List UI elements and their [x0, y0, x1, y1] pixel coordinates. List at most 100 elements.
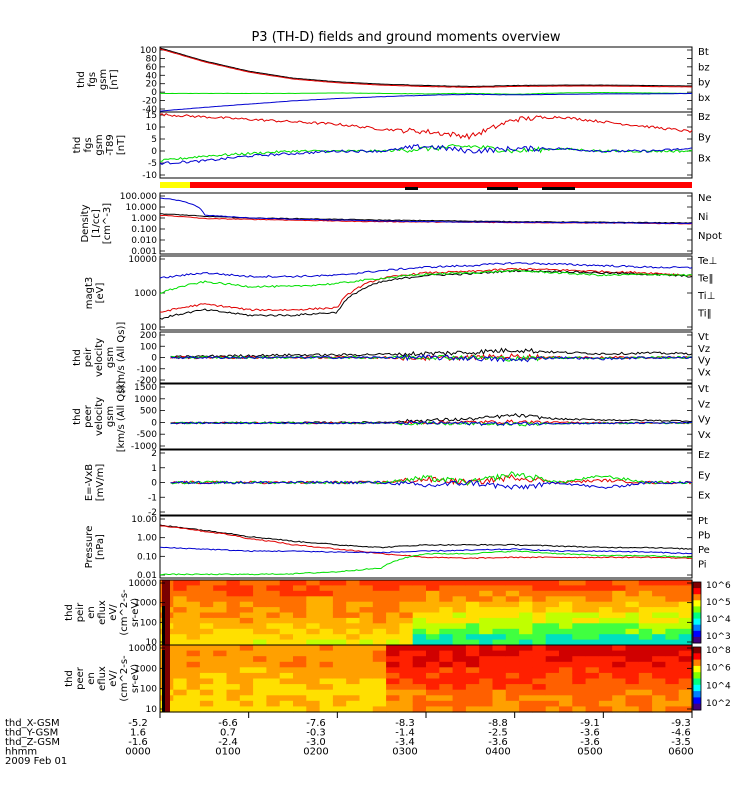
spectrogram-cell: [279, 684, 294, 691]
spectrogram-cell: [638, 585, 653, 592]
spectrogram-cell: [505, 672, 520, 680]
spectrogram-cell: [585, 580, 600, 586]
spectrogram-cell: [266, 639, 281, 646]
spectrogram-cell: [585, 617, 600, 624]
spectrogram-cell: [186, 607, 201, 614]
spectrogram-cell: [293, 661, 307, 668]
spectrogram-cell: [332, 634, 347, 641]
y-axis-label: sr-eV): [130, 598, 141, 627]
spectrogram-cell: [266, 596, 281, 603]
y-tick-label: -20: [142, 97, 157, 107]
spectrogram-cell: [266, 672, 281, 680]
x-tick-label: -3.6: [580, 737, 600, 748]
spectrogram-cell: [226, 634, 241, 641]
spectrogram-cell: [226, 601, 241, 608]
y-tick-label: 0: [151, 147, 157, 157]
spectrogram-cell: [559, 678, 573, 685]
spectrogram-cell: [266, 612, 281, 619]
spectrogram-cell: [519, 684, 533, 691]
spectrogram-cell: [359, 656, 374, 663]
spectrogram-cell: [266, 628, 281, 635]
spectrogram-cell: [505, 628, 520, 635]
spectrogram-cell: [652, 580, 666, 586]
spectrogram-cell: [452, 639, 467, 646]
spectrogram-cell: [173, 601, 188, 608]
spectrogram-cell: [465, 689, 480, 696]
spectrogram-cell: [253, 645, 267, 652]
series-line-Bx: [159, 143, 693, 165]
spectrogram-cell: [173, 639, 188, 646]
y-tick-label: 0: [151, 354, 157, 364]
spectrogram-cell: [239, 650, 254, 657]
spectrogram-cell: [479, 628, 494, 635]
spectrogram-cell: [625, 650, 640, 657]
spectrogram-cell: [293, 596, 307, 603]
spectrogram-cell: [346, 617, 361, 624]
panel-frame: [159, 383, 693, 450]
spectrogram-cell: [585, 667, 600, 674]
spectrogram-cell: [399, 706, 414, 713]
colorbar-segment: [693, 636, 701, 644]
spectrogram-cell: [505, 684, 520, 691]
colorbar-tick-label: 10^3: [706, 632, 731, 642]
spectrogram-cell: [399, 596, 414, 603]
spectrogram-cell: [226, 684, 241, 691]
spectrogram-cell: [319, 695, 334, 702]
spectrogram-cell: [519, 607, 533, 614]
spectrogram-cell: [612, 656, 627, 663]
spectrogram-cell: [213, 645, 228, 652]
spectrogram-cell: [359, 634, 374, 641]
spectrogram-cell: [359, 695, 374, 702]
spectrogram-cell: [559, 628, 573, 635]
spectrogram-cell: [519, 700, 533, 707]
spectrogram-cell: [479, 650, 494, 657]
spectrogram-cell: [213, 612, 228, 619]
spectrogram-cell: [612, 706, 627, 713]
spectrogram-cell: [266, 634, 281, 641]
y-axis-label: eflux: [97, 666, 108, 691]
spectrogram-cell: [678, 623, 693, 630]
colorbar-segment: [693, 606, 701, 613]
spectrogram-cell: [372, 656, 387, 663]
x-tick-label: 0300: [392, 747, 417, 758]
spectrogram-cell: [519, 661, 533, 668]
spectrogram-cell: [665, 628, 680, 635]
spectrogram-cell: [505, 590, 520, 597]
spectrogram-cell: [465, 656, 480, 663]
spectrogram-cell: [173, 706, 188, 713]
spectrogram-cell: [638, 580, 653, 586]
spectrogram-cell: [266, 645, 281, 652]
y-tick-label: 1: [151, 464, 157, 474]
spectrogram-cell: [372, 645, 387, 652]
spectrogram-cell: [346, 689, 361, 696]
x-tick-label: -3.4: [395, 737, 415, 748]
spectrogram-cell: [173, 695, 188, 702]
y-axis-label: (cm^2-s-: [119, 589, 130, 636]
x-tick-label: 0000: [125, 747, 150, 758]
y-axis-label: Pressure: [84, 526, 95, 569]
spectrogram-cell: [293, 607, 307, 614]
legend-entry: Pb: [698, 531, 710, 542]
spectrogram-cell: [439, 689, 454, 696]
spectrogram-cell: [399, 672, 414, 680]
spectrogram-cell: [585, 623, 600, 630]
spectrogram-cell: [239, 612, 254, 619]
spectrogram-edge: [162, 580, 170, 645]
spectrogram-cell: [638, 678, 653, 685]
colorbar-segment: [693, 678, 701, 686]
spectrogram-cell: [612, 612, 627, 619]
spectrogram-cell: [665, 661, 680, 668]
spectrogram-cell: [479, 661, 494, 668]
spectrogram-cell: [572, 585, 587, 592]
data-gap-marker: [162, 650, 165, 712]
spectrogram-cell: [572, 596, 587, 603]
spectrogram-cell: [625, 656, 640, 663]
panel-frame: [159, 46, 693, 113]
spectrogram-cell: [239, 645, 254, 652]
spectrogram-cell: [199, 695, 214, 702]
spectrogram-cell: [253, 706, 267, 713]
spectrogram-cell: [412, 628, 427, 635]
spectrogram-cell: [279, 617, 294, 624]
y-tick-label: 1000: [134, 289, 157, 299]
spectrogram-cell: [572, 661, 587, 668]
